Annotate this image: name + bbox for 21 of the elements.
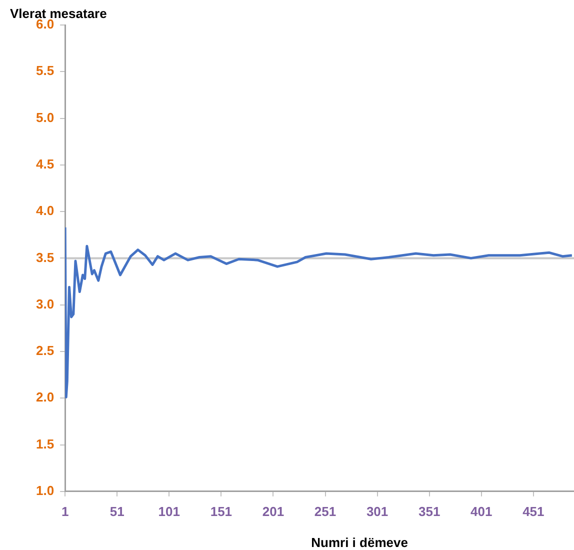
y-tick-label: 4.0: [36, 203, 54, 218]
x-axis-title: Numri i dëmeve: [311, 535, 408, 550]
y-tick-label: 1.5: [36, 436, 54, 452]
x-tick-label: 1: [61, 504, 69, 519]
x-tick-label: 151: [210, 504, 232, 519]
x-tick-label: 251: [314, 504, 336, 519]
x-tick-label: 51: [110, 504, 124, 519]
y-tick-label: 5.5: [36, 63, 54, 78]
y-tick-label: 2.5: [36, 343, 54, 358]
y-tick-label: 1.0: [36, 482, 54, 498]
x-tick-label: 301: [366, 504, 388, 519]
x-tick-label: 101: [158, 504, 180, 519]
y-tick-label: 3.5: [36, 250, 54, 265]
y-tick-label: 4.5: [36, 156, 54, 172]
y-tick-label: 3.0: [36, 296, 54, 312]
x-tick-label: 201: [262, 504, 284, 519]
x-tick-label: 351: [418, 504, 440, 519]
x-tick-label: 401: [470, 504, 492, 519]
y-tick-label: 5.0: [36, 110, 54, 125]
x-tick-label: 451: [522, 504, 544, 519]
y-tick-label: 2.0: [36, 390, 54, 405]
